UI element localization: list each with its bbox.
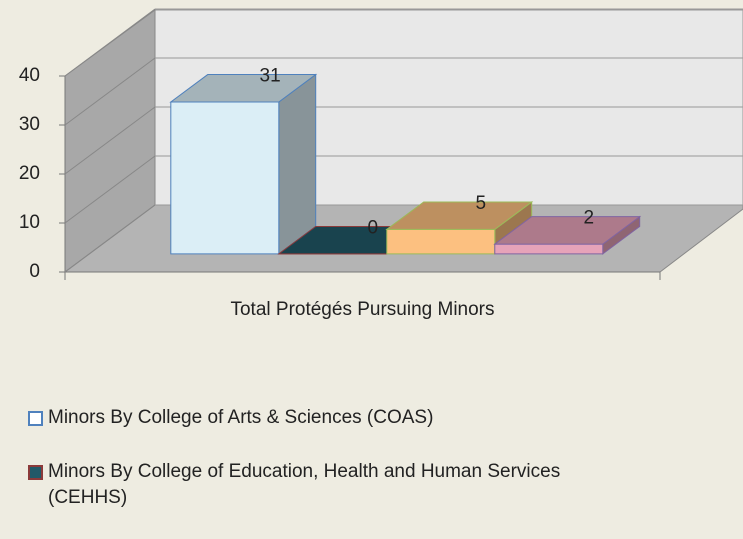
y-tick-label: 10 (19, 212, 40, 233)
legend-swatch (28, 465, 43, 480)
data-label: 0 (368, 217, 379, 238)
bar-front (170, 101, 280, 255)
legend-swatch (28, 411, 43, 426)
bar-top (493, 216, 642, 245)
legend-label: Minors By College of Arts & Sciences (CO… (48, 407, 434, 428)
grid-line (64, 8, 156, 77)
bar-front (494, 243, 604, 255)
y-tick-label: 30 (19, 114, 40, 135)
bar-top (169, 74, 318, 103)
bar (169, 73, 318, 255)
x-tick-label: Total Protégés Pursuing Minors (230, 299, 494, 320)
data-label: 5 (476, 193, 487, 214)
grid-line (64, 57, 156, 126)
legend-item: Minors By College of Arts & Sciences (CO… (28, 405, 588, 431)
legend-item: Minors By College of Education, Health a… (28, 459, 588, 511)
grid-line (64, 106, 156, 175)
page: 0 10 20 30 40 Total Protégés Pursuing Minors 3… (18, 8, 743, 508)
y-tick-label: 40 (19, 65, 40, 86)
y-tick-label: 0 (29, 261, 40, 282)
legend: Minors By College of Arts & Sciences (CO… (28, 405, 588, 539)
y-tick-label: 20 (19, 163, 40, 184)
grid-line (64, 204, 156, 273)
bar-side (278, 73, 317, 255)
grid-line (64, 155, 156, 224)
bar (493, 215, 642, 255)
data-label: 31 (260, 66, 281, 87)
bar-top (385, 201, 534, 230)
legend-label: Minors By College of Education, Health a… (48, 461, 561, 508)
bar-front (386, 228, 496, 255)
data-label: 2 (584, 208, 595, 229)
